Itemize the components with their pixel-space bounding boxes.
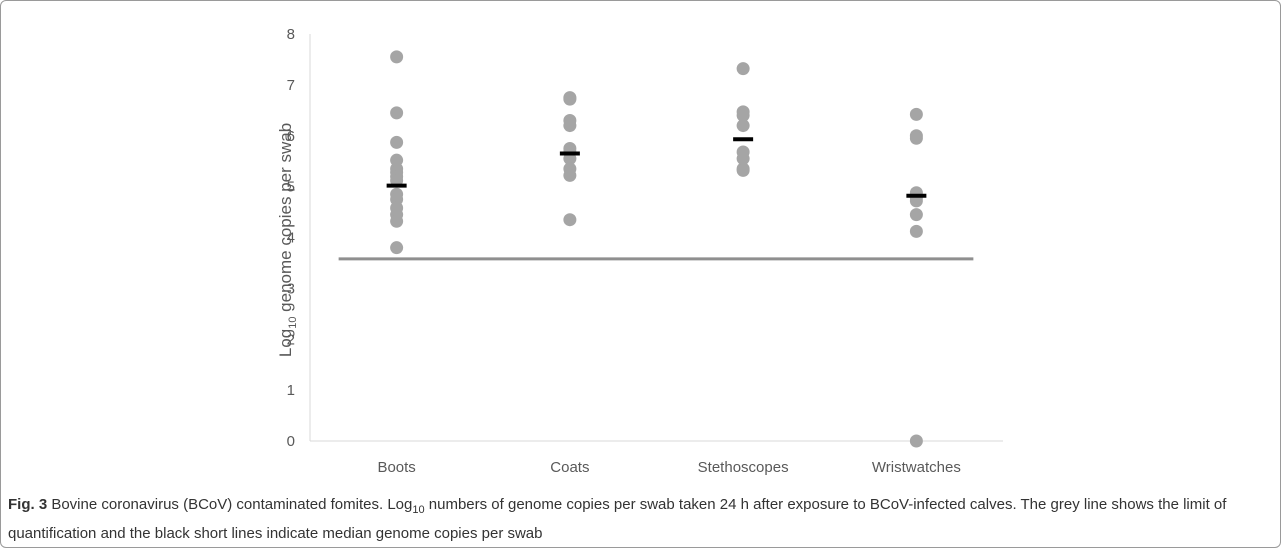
data-point [563, 92, 577, 106]
data-point [736, 152, 750, 166]
x-tick-label: Boots [377, 459, 415, 476]
figure-caption: Fig. 3 Bovine coronavirus (BCoV) contami… [8, 493, 1270, 545]
y-tick-label: 1 [287, 382, 295, 399]
y-tick-label: 5 [287, 179, 295, 196]
data-point [909, 131, 923, 145]
y-tick-label: 8 [287, 26, 295, 43]
data-point [390, 241, 404, 255]
figure-label: Fig. 3 [8, 496, 48, 513]
chart: Log10 genome copies per swab 0 1 2 3 4 5 6 7 8 B… [276, 26, 1003, 476]
data-point [736, 163, 750, 177]
y-tick-labels: 0 1 2 3 4 5 6 7 8 [287, 26, 295, 450]
y-axis-label-subscript: 10 [287, 317, 299, 329]
y-axis-label-suffix: genome copies per swab [276, 123, 295, 317]
y-tick-label: 4 [287, 230, 295, 247]
data-point [736, 108, 750, 122]
data-points [390, 50, 923, 448]
y-axis-label-prefix: Log [276, 329, 295, 357]
x-tick-labels: Boots Coats Stethoscopes Wristwatches [377, 459, 960, 476]
svg-text:Log10 genome copies per swab: Log10 genome copies per swab [276, 123, 299, 357]
data-point [563, 119, 577, 133]
data-point [909, 208, 923, 222]
data-point [563, 168, 577, 182]
data-point [736, 62, 750, 76]
median-markers [386, 137, 927, 198]
x-tick-label: Stethoscopes [698, 459, 789, 476]
data-point [390, 214, 404, 228]
x-tick-label: Coats [550, 459, 589, 476]
data-point [563, 213, 577, 227]
x-tick-label: Wristwatches [872, 459, 961, 476]
caption-text-1: Bovine coronavirus (BCoV) contaminated f… [47, 496, 413, 513]
caption-subscript: 10 [412, 504, 425, 516]
data-point [909, 107, 923, 121]
data-point [736, 119, 750, 133]
y-axis-label: Log10 genome copies per swab [276, 123, 299, 357]
data-point [909, 224, 923, 238]
data-point [390, 50, 404, 64]
data-point [909, 434, 923, 448]
caption-text-2: numbers of genome copies per swab taken … [8, 496, 1227, 542]
y-tick-label: 7 [287, 77, 295, 94]
y-tick-label: 3 [287, 280, 295, 297]
y-tick-label: 0 [287, 433, 295, 450]
y-tick-label: 2 [287, 331, 295, 348]
y-tick-label: 6 [287, 128, 295, 145]
data-point [390, 135, 404, 149]
data-point [390, 106, 404, 120]
